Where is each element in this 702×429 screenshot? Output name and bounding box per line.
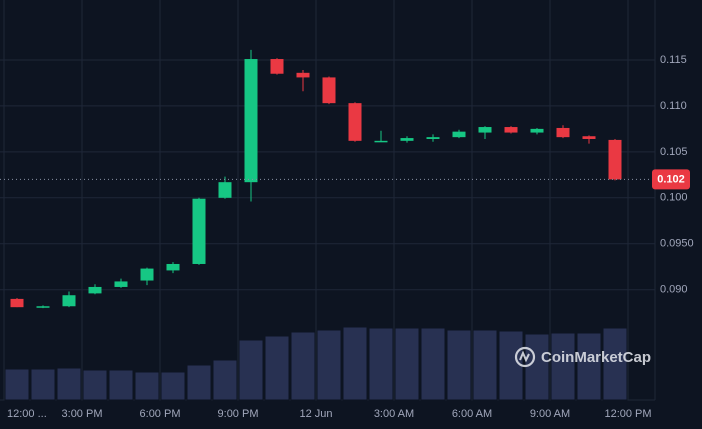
candle-body xyxy=(348,103,362,141)
volume-bar xyxy=(4,368,30,401)
candle-body xyxy=(114,281,128,287)
candle-body xyxy=(530,128,544,133)
volume-bar xyxy=(524,333,550,401)
volume-bar xyxy=(472,329,498,401)
x-tick-label: 3:00 PM xyxy=(62,408,103,420)
volume-bar xyxy=(498,330,524,401)
volume-bar xyxy=(368,327,394,401)
candle-body xyxy=(270,59,284,74)
volume-bar xyxy=(420,327,446,401)
candle-body xyxy=(10,298,24,308)
candle-body xyxy=(452,131,466,138)
y-tick-label: 0.105 xyxy=(660,146,688,158)
volume-bar xyxy=(160,371,186,401)
volume-bar xyxy=(316,329,342,401)
candle-body xyxy=(88,286,102,294)
volume-bar xyxy=(82,369,108,401)
x-tick-label: 12:00 PM xyxy=(604,408,651,420)
candle-body xyxy=(556,127,570,138)
logo-mark xyxy=(519,350,530,363)
logo xyxy=(514,346,536,368)
candle-body xyxy=(400,138,414,141)
x-tick-label: 3:00 AM xyxy=(374,408,414,420)
candle-body xyxy=(218,182,232,198)
x-tick-label: 9:00 PM xyxy=(218,408,259,420)
watermark: CoinMarketCap xyxy=(514,346,651,368)
last-price-label: 0.102 xyxy=(657,173,685,185)
x-tick-label: 6:00 AM xyxy=(452,408,492,420)
y-tick-label: 0.115 xyxy=(660,54,687,66)
candle-body xyxy=(192,198,206,264)
volume-bar xyxy=(134,371,160,401)
y-tick-label: 0.100 xyxy=(660,192,688,204)
candle-body xyxy=(296,72,310,78)
volume-bar xyxy=(264,335,290,401)
volume-bar xyxy=(212,359,238,401)
x-tick-label: 12 Jun xyxy=(299,408,332,420)
y-tick-label: 0.090 xyxy=(660,284,688,296)
volume-bar xyxy=(602,327,628,401)
volume-bar xyxy=(446,329,472,401)
watermark-text: CoinMarketCap xyxy=(541,349,651,366)
volume-bar xyxy=(186,364,212,401)
volume-bar xyxy=(342,326,368,401)
candle-body xyxy=(36,306,50,308)
x-tick-label: 12:00 ... xyxy=(7,408,47,420)
volume-bar xyxy=(238,339,264,401)
candle-body xyxy=(426,137,440,139)
candle-body xyxy=(244,59,258,183)
volume-bar xyxy=(290,331,316,401)
candle-body xyxy=(322,77,336,104)
candle-body xyxy=(62,295,76,307)
last-price-box xyxy=(652,169,690,190)
y-tick-label: 0.110 xyxy=(660,100,687,112)
volume-bar xyxy=(56,367,82,401)
candle-body xyxy=(504,127,518,133)
x-tick-label: 6:00 PM xyxy=(140,408,181,420)
volume-bar xyxy=(394,327,420,401)
candle-body xyxy=(608,139,622,180)
volume-bar xyxy=(550,332,576,401)
candle-body xyxy=(140,268,154,281)
candle-body xyxy=(478,127,492,133)
candle-body xyxy=(166,263,180,271)
volume-bar xyxy=(576,332,602,401)
volume-bar xyxy=(30,368,56,401)
candle-body xyxy=(582,136,596,139)
volume-bar xyxy=(108,369,134,401)
x-tick-label: 9:00 AM xyxy=(530,408,570,420)
candle-body xyxy=(374,140,388,143)
y-tick-label: 0.0950 xyxy=(660,238,694,250)
